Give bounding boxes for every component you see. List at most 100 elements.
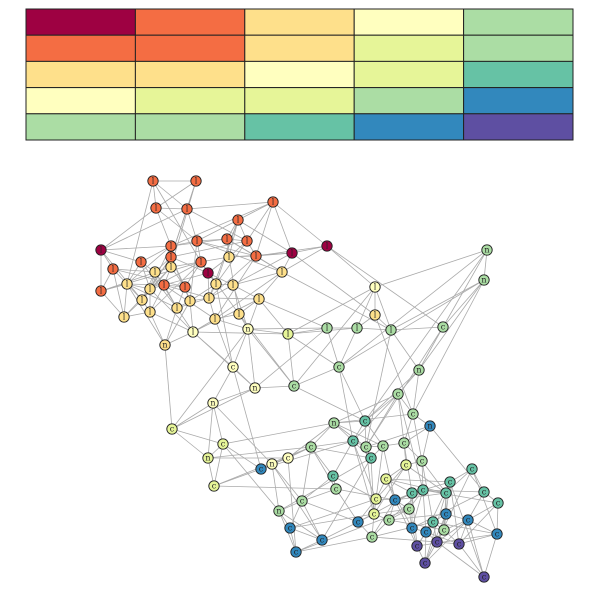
edge xyxy=(412,279,485,415)
node-label: c xyxy=(320,536,325,545)
node-circle xyxy=(370,493,382,505)
edge xyxy=(310,446,334,477)
edge xyxy=(196,219,239,242)
node: c xyxy=(368,508,380,520)
edge xyxy=(412,413,423,462)
edge xyxy=(425,531,460,545)
edge xyxy=(458,533,498,545)
edge xyxy=(301,446,312,502)
node-circle xyxy=(190,175,202,187)
node: l xyxy=(203,292,215,304)
node: c xyxy=(444,476,456,488)
node: l xyxy=(232,214,244,226)
edge xyxy=(152,180,188,210)
node-label: c xyxy=(410,489,415,498)
node-label: l xyxy=(215,280,218,289)
node-label: l xyxy=(149,285,152,294)
node-circle xyxy=(438,524,450,536)
grid-cell xyxy=(463,34,574,62)
node: l xyxy=(250,250,262,262)
edge xyxy=(374,314,414,415)
node-label: c xyxy=(407,505,412,514)
edge xyxy=(163,272,209,286)
grid-cell xyxy=(25,34,136,62)
edge xyxy=(467,502,499,521)
node: c xyxy=(478,571,490,583)
node-label: c xyxy=(442,526,447,535)
node-circle xyxy=(352,516,364,528)
edge xyxy=(293,366,340,387)
edge xyxy=(170,201,274,247)
node-circle xyxy=(284,522,296,534)
node: c xyxy=(360,441,372,453)
node-circle xyxy=(95,285,107,297)
node: n xyxy=(478,274,490,286)
node-label: l xyxy=(170,263,173,272)
node-label: c xyxy=(423,559,428,568)
edge xyxy=(112,268,125,318)
edge xyxy=(247,328,289,335)
node-label: l xyxy=(100,246,103,255)
node-label: c xyxy=(496,499,501,508)
node-label: n xyxy=(162,341,167,350)
edge xyxy=(335,488,359,523)
node-label: l xyxy=(189,297,192,306)
node: l xyxy=(282,328,294,340)
node: l xyxy=(253,293,265,305)
edge xyxy=(374,249,488,288)
node: c xyxy=(255,463,267,475)
node-circle xyxy=(249,382,261,394)
node: l xyxy=(165,240,177,252)
edge xyxy=(212,402,224,445)
node-label: l xyxy=(149,308,152,317)
edge xyxy=(301,500,359,523)
node-label: l xyxy=(195,177,198,186)
node: l xyxy=(171,302,183,314)
node-label: c xyxy=(415,542,420,551)
edge xyxy=(422,489,499,504)
node-label: l xyxy=(126,280,129,289)
node-circle xyxy=(166,423,178,435)
edge xyxy=(333,393,399,424)
node: l xyxy=(267,196,279,208)
node-circle xyxy=(144,306,156,318)
node-circle xyxy=(210,278,222,290)
edge xyxy=(100,261,202,292)
node-circle xyxy=(366,531,378,543)
node-circle xyxy=(147,175,159,187)
node-circle xyxy=(380,473,392,485)
edge xyxy=(412,369,420,415)
node: c xyxy=(389,494,401,506)
node-label: c xyxy=(410,524,415,533)
node-circle xyxy=(427,516,439,528)
node: n xyxy=(424,420,436,432)
node: c xyxy=(316,534,328,546)
node: l xyxy=(118,311,130,323)
node-label: l xyxy=(140,258,143,267)
edge xyxy=(155,207,198,242)
node: l xyxy=(187,326,199,338)
node: c xyxy=(330,483,342,495)
node-label: l xyxy=(196,237,199,246)
node-circle xyxy=(347,435,359,447)
edge xyxy=(370,457,375,515)
node-label: c xyxy=(411,410,416,419)
node-label: l xyxy=(208,294,211,303)
node-label: l xyxy=(326,324,329,333)
edge xyxy=(357,492,413,523)
node: c xyxy=(288,380,300,392)
node-circle xyxy=(389,494,401,506)
node-circle xyxy=(316,534,328,546)
node: c xyxy=(352,516,364,528)
edge xyxy=(289,527,323,541)
edge xyxy=(364,369,420,422)
node-circle xyxy=(202,452,214,464)
edge xyxy=(310,446,337,490)
node-label: l xyxy=(112,265,115,274)
node-label: c xyxy=(294,548,299,557)
edge xyxy=(149,261,202,313)
node-circle xyxy=(282,328,294,340)
node-label: l xyxy=(374,311,377,320)
node: c xyxy=(366,531,378,543)
